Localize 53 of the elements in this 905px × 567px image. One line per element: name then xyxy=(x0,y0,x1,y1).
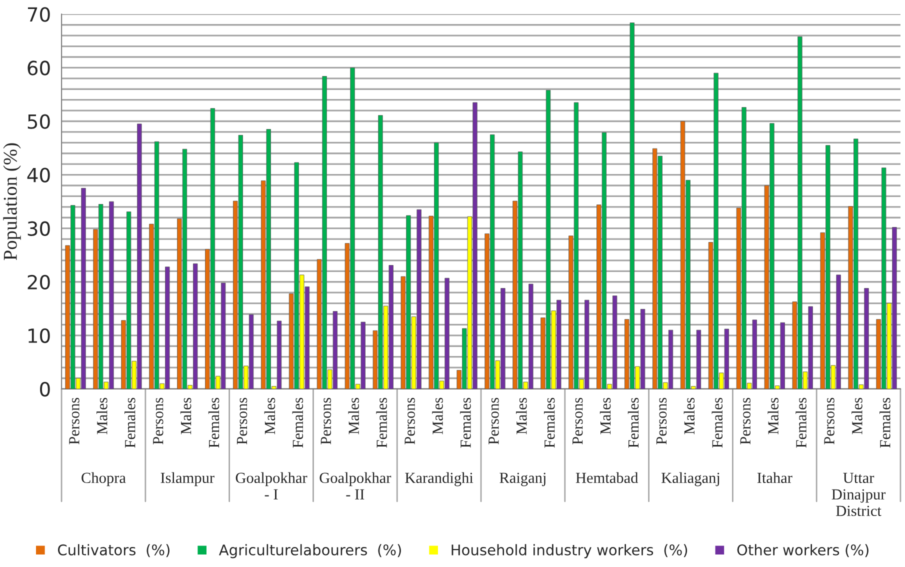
legend-label: Agriculturelabourers (%) xyxy=(218,544,401,558)
text: Goalpokhar - II xyxy=(320,472,392,500)
y-tick-label: 50 xyxy=(28,114,50,129)
x-tick-label: Females xyxy=(628,398,639,448)
x-tick-label: Persons xyxy=(69,398,80,444)
x-tick-label: Males xyxy=(432,398,443,434)
x-tick-label: Males xyxy=(96,398,108,434)
x-tick-label: Females xyxy=(208,398,220,448)
x-tick-label: Males xyxy=(684,398,695,434)
x-tick-label: Females xyxy=(460,398,471,448)
text: Hemtabad xyxy=(576,472,638,484)
y-tick-label: 0 xyxy=(40,382,50,397)
x-tick-label: Males xyxy=(768,398,778,434)
x-tick-label: Males xyxy=(516,398,527,434)
x-tick-label: Females xyxy=(712,398,723,448)
text: Karandighi xyxy=(405,472,474,486)
x-tick-label: Persons xyxy=(320,398,332,444)
x-tick-label: Males xyxy=(600,398,611,434)
legend-label: Cultivators (%) xyxy=(58,544,170,558)
x-tick-label: Persons xyxy=(236,398,248,444)
x-tick-label: Persons xyxy=(153,398,164,444)
text: Islampur xyxy=(160,472,214,486)
x-tick-label: Females xyxy=(880,398,890,448)
x-tick-label: Females xyxy=(292,398,304,448)
x-tick-label: Males xyxy=(264,398,276,434)
x-tick-label: Persons xyxy=(572,398,583,444)
x-tick-label: Persons xyxy=(824,398,834,444)
y-tick-label: 30 xyxy=(28,221,50,236)
y-tick-label: 70 xyxy=(28,7,50,22)
x-tick-label: Females xyxy=(544,398,555,448)
text: Chopra xyxy=(82,472,126,486)
x-tick-label: Persons xyxy=(488,398,499,444)
text: Kaliaganj xyxy=(661,472,720,486)
x-tick-label: Persons xyxy=(404,398,415,444)
y-tick-label: 60 xyxy=(28,60,50,76)
x-tick-label: Females xyxy=(376,398,387,448)
legend-label: Household industry workers (%) xyxy=(452,544,688,558)
x-tick-label: Males xyxy=(852,398,862,434)
legend-label: Other workers (%) xyxy=(737,544,868,558)
text: Raiganj xyxy=(500,472,546,486)
text: Goalpokhar - I xyxy=(236,472,308,500)
x-tick-label: Females xyxy=(124,398,136,448)
y-tick-label: 40 xyxy=(27,168,50,182)
y-tick-label: 10 xyxy=(28,328,50,344)
x-tick-label: Males xyxy=(348,398,359,434)
x-tick-label: Persons xyxy=(740,398,750,444)
y-axis-title: Population (%) xyxy=(3,143,21,260)
x-tick-label: Females xyxy=(796,398,806,448)
x-tick-label: Persons xyxy=(656,398,667,444)
x-tick-label: Males xyxy=(180,398,192,434)
y-tick-label: 20 xyxy=(28,274,50,290)
text: Itahar xyxy=(757,472,792,484)
text: Uttar Dinajpur District xyxy=(832,472,886,516)
